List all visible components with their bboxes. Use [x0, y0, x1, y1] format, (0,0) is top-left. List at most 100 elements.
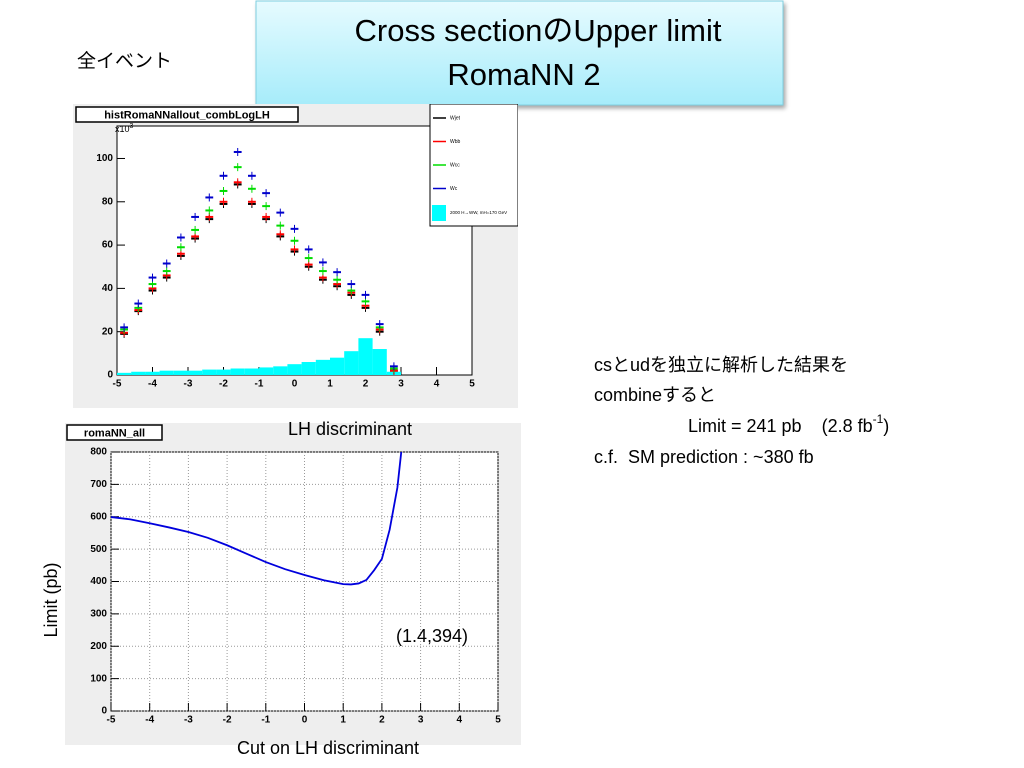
data-point [247, 171, 256, 180]
data-point [389, 362, 398, 371]
y-multiplier: x103 [115, 123, 134, 135]
data-point [219, 171, 228, 180]
histogram-bar [344, 351, 359, 375]
data-point [290, 236, 299, 245]
x-tick-label: 4 [457, 715, 463, 726]
histogram-bar [202, 369, 217, 375]
y-tick-label: 600 [90, 511, 107, 522]
slide-title: Cross sectionのUpper limit [355, 13, 722, 48]
y-tick-label: 0 [107, 370, 113, 381]
x-tick-label: -2 [219, 379, 228, 390]
chart-title-box [66, 424, 163, 441]
data-point [318, 267, 327, 276]
histogram-bar [273, 366, 288, 375]
data-point [333, 268, 342, 277]
x-tick-label: -5 [113, 379, 122, 390]
x-tick-label: 0 [292, 379, 298, 390]
x-tick-label: 1 [327, 379, 333, 390]
line [111, 452, 403, 586]
histogram-bar [315, 359, 330, 375]
histogram-bar [372, 349, 387, 375]
data-point [233, 178, 242, 187]
x-tick-label: 3 [418, 715, 424, 726]
histogram-bar [173, 370, 188, 375]
data-point [233, 163, 242, 172]
legend-label: Wjet [450, 115, 461, 121]
data-point [162, 267, 171, 276]
data-point [191, 225, 200, 234]
y-tick-label: 200 [90, 641, 107, 652]
slide-title: RomaNN 2 [447, 57, 600, 92]
data-point [219, 197, 228, 206]
data-point [162, 259, 171, 268]
x-tick-label: -2 [223, 715, 232, 726]
data-point [276, 230, 285, 239]
note: combineすると [594, 385, 716, 405]
data-point [176, 233, 185, 242]
data-point [304, 245, 313, 254]
data-point [205, 206, 214, 215]
x-tick-label: 5 [469, 379, 475, 390]
data-point [247, 184, 256, 193]
histogram-bar [330, 357, 345, 375]
data-point [176, 243, 185, 252]
y-tick-label: 20 [102, 326, 114, 337]
x-axis-label: LH discriminant [288, 419, 412, 439]
data-point [205, 193, 214, 202]
x-tick-label: -4 [145, 715, 154, 726]
histogram-bar [131, 371, 146, 375]
y-tick-label: 0 [101, 706, 107, 717]
data-point [290, 245, 299, 254]
annotation: (1.4,394) [396, 626, 468, 646]
x-tick-label: -3 [184, 715, 193, 726]
y-tick-label: 60 [102, 240, 114, 251]
x-tick-label: 3 [398, 379, 404, 390]
note-sup: -1 [873, 412, 884, 426]
legend-label: Wc [450, 186, 458, 192]
chart-title-box [75, 106, 299, 123]
x-tick-label: 1 [340, 715, 346, 726]
x-tick-label: -3 [184, 379, 193, 390]
y-multiplier-base: x10 [115, 124, 130, 134]
data-point [276, 221, 285, 230]
data-point [262, 212, 271, 221]
x-tick-label: 2 [363, 379, 369, 390]
legend-label: 2000 H→WW, mH=170 GeV [450, 210, 507, 215]
note: csとudを独立に解析した結果を [594, 355, 848, 375]
x-tick-label: 0 [302, 715, 308, 726]
y-tick-label: 300 [90, 609, 107, 620]
histogram-bar [259, 367, 274, 375]
histogram-bar [159, 370, 174, 375]
legend-label: Wcc [450, 162, 460, 168]
data-point [262, 189, 271, 198]
x-tick-label: 4 [434, 379, 440, 390]
legend-swatch [432, 205, 446, 221]
histogram-bar [188, 370, 203, 375]
data-point [191, 212, 200, 221]
x-axis-label: Cut on LH discriminant [237, 738, 419, 758]
data-point [233, 147, 242, 156]
histogram-bar [216, 369, 231, 375]
data-point [347, 280, 356, 289]
data-point [134, 299, 143, 308]
data-point [247, 197, 256, 206]
histogram-bar [145, 371, 160, 375]
chart: 0 20 40 60 80 100 -5 -4 -3 -2 -1 0 1 2 3 4 5 histRomaNNal… [75, 104, 518, 390]
subtitle: 全イベント [77, 50, 172, 72]
y-axis-label: Limit (pb) [41, 562, 61, 637]
data-point [318, 258, 327, 267]
title-box [255, 0, 784, 106]
y-tick-label: 100 [90, 673, 107, 684]
note-text: ) [883, 416, 889, 436]
note-text: Limit = 241 pb (2.8 fb [688, 416, 873, 436]
y-multiplier-exponent: 3 [130, 123, 134, 130]
note: Limit = 241 pb (2.8 fb-1) [688, 412, 889, 436]
y-tick-label: 800 [90, 447, 107, 458]
data-point [333, 275, 342, 284]
data-point [276, 208, 285, 217]
chart-title: romaNN_all [84, 427, 145, 439]
data-point [375, 320, 384, 329]
chart: 0 100 200 300 400 500 600 700 800 -5 -4 -3 -2 -1 0 1 2 3 4… [66, 424, 501, 726]
